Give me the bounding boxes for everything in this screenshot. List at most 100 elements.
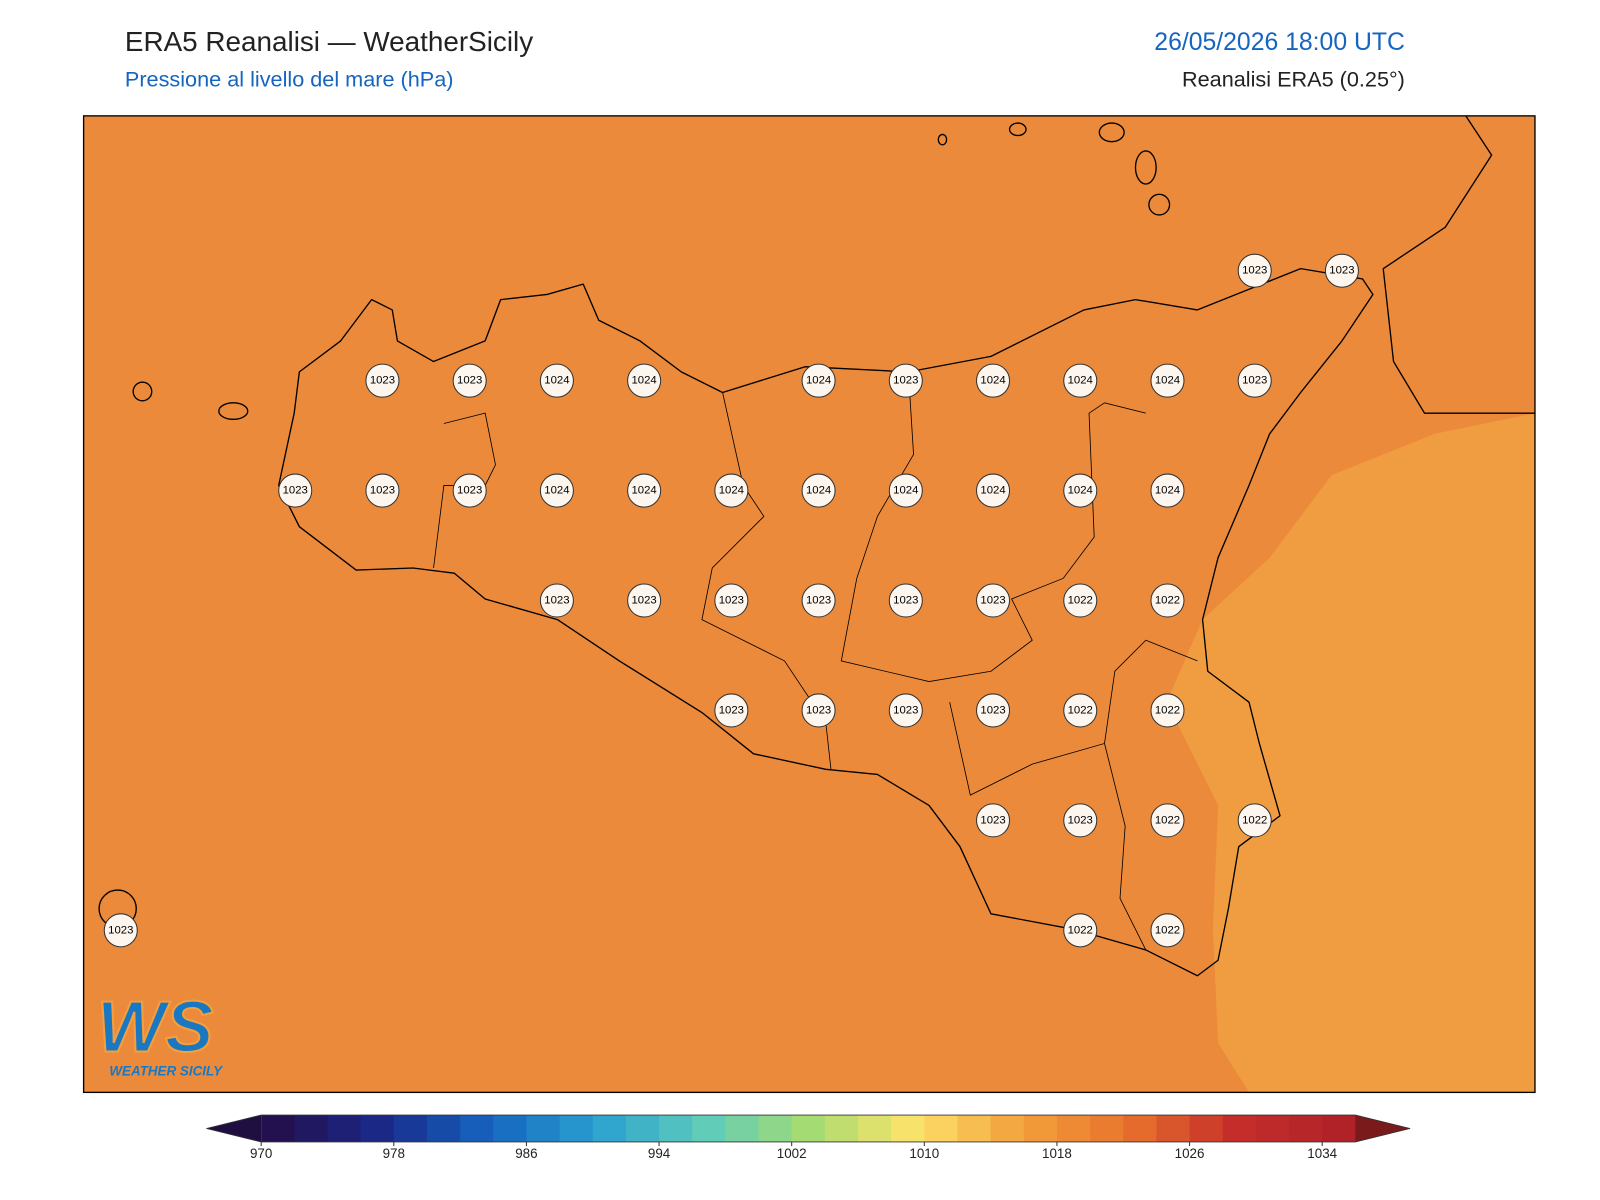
pressure-label: 1023 (806, 595, 831, 607)
label-marker (1150, 583, 1185, 618)
pressure-label: 1024 (544, 485, 569, 497)
label-marker (976, 363, 1011, 398)
label-marker (627, 583, 662, 618)
colorbar-bin (1023, 1115, 1058, 1142)
label-marker (1237, 803, 1272, 838)
colorbar-tick-label: 1002 (777, 1146, 807, 1161)
pressure-label: 1024 (719, 485, 744, 497)
colorbar-bin (493, 1115, 527, 1142)
colorbar-bin (327, 1115, 362, 1142)
colorbar-bin (261, 1115, 295, 1142)
label-marker (1063, 913, 1098, 948)
pressure-label: 1024 (980, 375, 1005, 387)
colorbar-bin (426, 1115, 461, 1142)
colorbar-bin (924, 1115, 958, 1142)
label-marker (976, 803, 1011, 838)
label-marker (539, 363, 574, 398)
pressure-label: 1024 (1068, 485, 1093, 497)
pressure-label: 1023 (980, 814, 1005, 826)
colorbar-bin (1322, 1115, 1356, 1142)
pressure-label: 1023 (370, 485, 395, 497)
label-marker (976, 693, 1011, 728)
pressure-label: 1023 (980, 595, 1005, 607)
colorbar-bin (824, 1115, 859, 1142)
pressure-label: 1024 (806, 485, 831, 497)
colorbar-bin (990, 1115, 1025, 1142)
label-marker (888, 363, 923, 398)
colorbar-bin (725, 1115, 760, 1142)
colorbar-bin (692, 1115, 726, 1142)
source: Reanalisi ERA5 (0.25°) (1182, 66, 1405, 91)
colorbar-bin (1056, 1115, 1091, 1142)
pressure-label: 1022 (1155, 924, 1180, 936)
pressure-label: 1023 (370, 375, 395, 387)
label-marker (801, 473, 836, 508)
island (1148, 193, 1171, 216)
pressure-label: 1022 (1155, 704, 1180, 716)
island (1134, 150, 1157, 185)
island (132, 381, 153, 402)
colorbar-bin (791, 1115, 826, 1142)
colorbar-tick-label: 986 (515, 1146, 537, 1161)
pressure-label: 1022 (1242, 814, 1267, 826)
pressure-label: 1024 (980, 485, 1005, 497)
colorbar-tick-label: 1034 (1307, 1146, 1337, 1161)
island (1008, 122, 1027, 137)
label-marker (801, 363, 836, 398)
label-marker (976, 583, 1011, 618)
island (937, 133, 948, 146)
datetime: 26/05/2026 18:00 UTC (1154, 29, 1405, 56)
pressure-label: 1022 (1068, 924, 1093, 936)
colorbar-tick-label: 978 (383, 1146, 405, 1161)
colorbar-bin (294, 1115, 328, 1142)
label-marker (1237, 253, 1272, 288)
colorbar-bin (559, 1115, 594, 1142)
pressure-label: 1023 (108, 924, 133, 936)
colorbar-bin (891, 1115, 925, 1142)
pressure-label: 1024 (1068, 375, 1093, 387)
pressure-zone (1166, 413, 1535, 1093)
pressure-label: 1023 (632, 595, 657, 607)
colorbar-bin (625, 1115, 660, 1142)
island (218, 402, 249, 421)
subtitle: Pressione al livello del mare (hPa) (125, 66, 454, 91)
pressure-label: 1023 (457, 485, 482, 497)
coastline-mainland (1382, 115, 1535, 414)
pressure-label: 1023 (1242, 375, 1267, 387)
coastline (278, 267, 1374, 977)
colorbar-bin (659, 1115, 693, 1142)
label-marker (1063, 803, 1098, 838)
pressure-label: 1024 (806, 375, 831, 387)
label-marker (539, 473, 574, 508)
colorbar-bin (526, 1115, 561, 1142)
title: ERA5 Reanalisi — WeatherSicily (125, 26, 533, 57)
label-marker (714, 473, 749, 508)
label-marker (1150, 913, 1185, 948)
logo-mark: WS (97, 988, 213, 1068)
colorbar-tick-label: 1018 (1042, 1146, 1072, 1161)
label-marker (452, 473, 487, 508)
colorbar-bin (1255, 1115, 1290, 1142)
pressure-label: 1023 (719, 704, 744, 716)
label-marker (1150, 473, 1185, 508)
label-marker (1237, 363, 1272, 398)
pressure-label: 1023 (1242, 265, 1267, 277)
colorbar-bin (758, 1115, 793, 1142)
colorbar-bin (857, 1115, 892, 1142)
map: 1023 1023 1023 1023 1024 1024 1024 1023 1024 1024… (82, 115, 1536, 1094)
colorbar-bin (393, 1115, 428, 1142)
label-marker (1150, 803, 1185, 838)
label-marker (103, 913, 138, 948)
colorbar-tick-label: 994 (648, 1146, 671, 1161)
pressure-label: 1023 (980, 704, 1005, 716)
colorbar-under (206, 1115, 262, 1142)
label-marker (1063, 363, 1098, 398)
province-border (433, 412, 496, 569)
label-marker (452, 363, 487, 398)
pressure-label: 1022 (1155, 814, 1180, 826)
colorbar-bin (1156, 1115, 1191, 1142)
pressure-label: 1024 (632, 375, 657, 387)
colorbar-bin (1289, 1115, 1323, 1142)
label-marker (801, 583, 836, 618)
